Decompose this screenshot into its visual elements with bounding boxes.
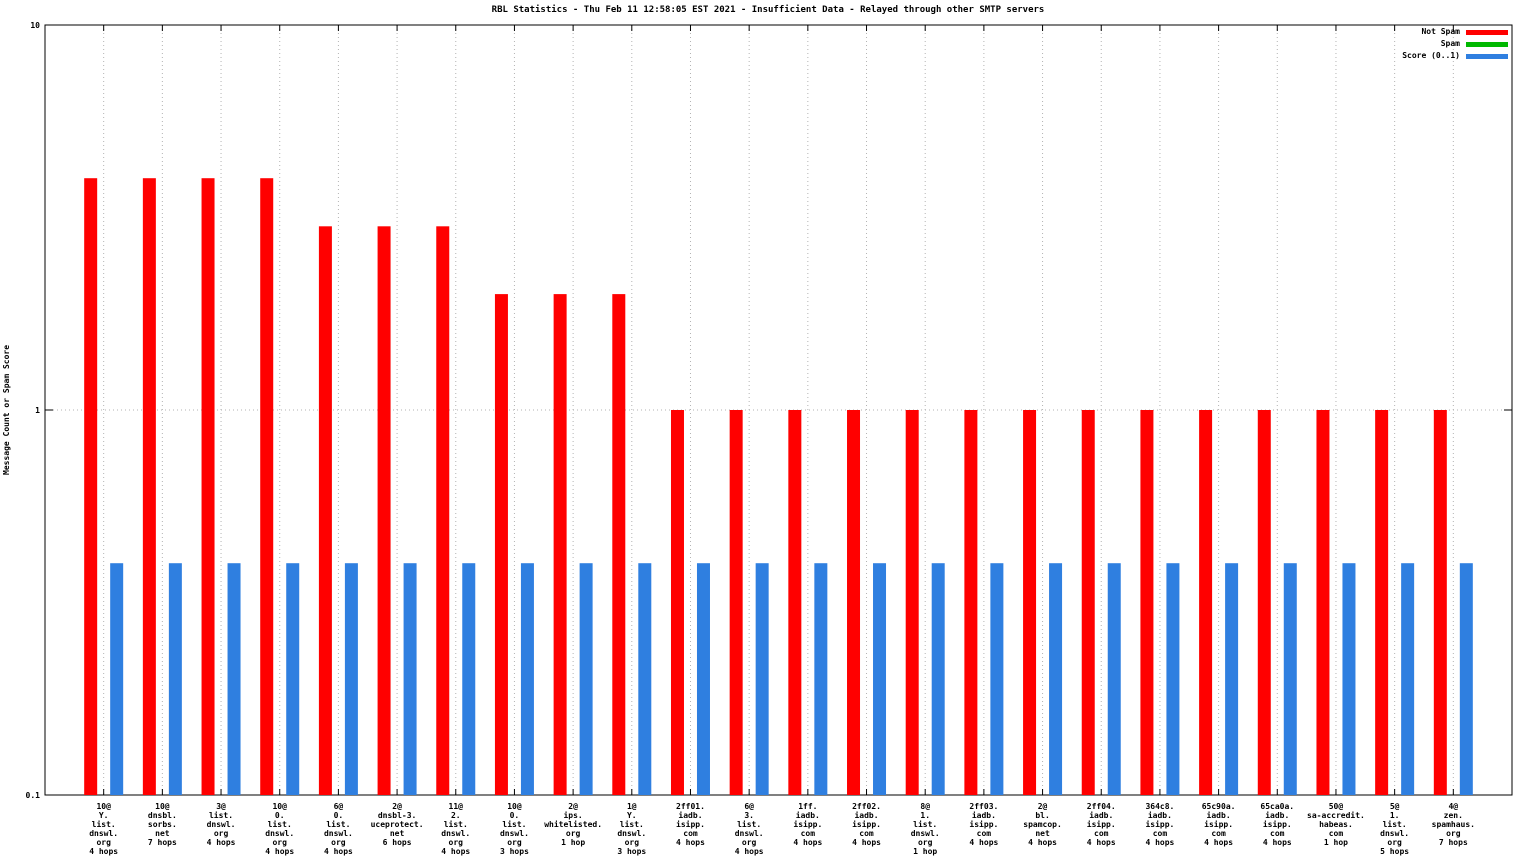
- bar-not-spam: [494, 294, 508, 795]
- bar-score-0-1: [286, 563, 300, 795]
- bar-score-0-1: [755, 563, 769, 795]
- bar-score-0-1: [1459, 563, 1473, 795]
- x-tick-label: 2ff03. iadb. isipp. com 4 hops: [969, 802, 998, 847]
- bar-not-spam: [729, 410, 743, 795]
- bar-score-0-1: [1049, 563, 1063, 795]
- y-tick-label: 1: [35, 406, 40, 415]
- legend-item: Spam: [1402, 39, 1508, 49]
- legend-swatch: [1466, 41, 1508, 47]
- y-tick-label: 0.1: [26, 791, 41, 800]
- bar-not-spam: [436, 226, 450, 795]
- legend-swatch: [1466, 29, 1508, 35]
- bar-not-spam: [1316, 410, 1330, 795]
- bar-not-spam: [553, 294, 567, 795]
- bar-not-spam: [1433, 410, 1447, 795]
- bar-score-0-1: [638, 563, 652, 795]
- bar-score-0-1: [520, 563, 534, 795]
- bar-not-spam: [905, 410, 919, 795]
- bar-not-spam: [788, 410, 802, 795]
- x-tick-label: 2ff01. iadb. isipp. com 4 hops: [676, 802, 705, 847]
- bar-not-spam: [1081, 410, 1095, 795]
- bar-not-spam: [1140, 410, 1154, 795]
- bar-not-spam: [142, 178, 156, 795]
- y-axis-label: Message Count or Spam Score: [2, 344, 11, 476]
- y-tick-label: 10: [30, 21, 40, 30]
- bar-score-0-1: [462, 563, 476, 795]
- x-tick-label: 50@ sa-accredit. habeas. com 1 hop: [1307, 802, 1365, 847]
- x-tick-label: 10@ 0. list. dnswl. org 4 hops: [265, 802, 294, 856]
- bar-score-0-1: [1342, 563, 1356, 795]
- bar-not-spam: [964, 410, 978, 795]
- bar-not-spam: [847, 410, 861, 795]
- x-tick-label: 1ff. iadb. isipp. com 4 hops: [793, 802, 822, 847]
- x-tick-label: 11@ 2. list. dnswl. org 4 hops: [441, 802, 470, 856]
- bar-not-spam: [84, 178, 98, 795]
- bar-score-0-1: [1401, 563, 1415, 795]
- x-tick-label: 2@ bl. spamcop. net 4 hops: [1023, 802, 1062, 847]
- x-tick-label: 6@ 0. list. dnswl. org 4 hops: [324, 802, 353, 856]
- bar-not-spam: [1257, 410, 1271, 795]
- bar-not-spam: [201, 178, 215, 795]
- bar-not-spam: [670, 410, 684, 795]
- bar-score-0-1: [814, 563, 828, 795]
- x-tick-label: 2@ ips. whitelisted. org 1 hop: [544, 802, 602, 847]
- x-tick-label: 2@ dnsbl-3. uceprotect. net 6 hops: [371, 802, 424, 847]
- x-tick-label: 3@ list. dnswl. org 4 hops: [207, 802, 236, 847]
- bar-not-spam: [1375, 410, 1389, 795]
- plot-border: [44, 24, 1513, 796]
- bar-score-0-1: [990, 563, 1004, 795]
- x-tick-label: 2ff02. iadb. isipp. com 4 hops: [852, 802, 881, 847]
- x-tick-label: 2ff04. iadb. isipp. com 4 hops: [1087, 802, 1116, 847]
- bar-score-0-1: [344, 563, 358, 795]
- bar-score-0-1: [1225, 563, 1239, 795]
- bar-score-0-1: [110, 563, 124, 795]
- chart-title: RBL Statistics - Thu Feb 11 12:58:05 EST…: [491, 5, 1045, 15]
- bar-not-spam: [1199, 410, 1213, 795]
- bar-score-0-1: [1283, 563, 1297, 795]
- x-tick-label: 364c8. iadb. isipp. com 4 hops: [1145, 802, 1174, 847]
- x-tick-label: 65ca0a. iadb. isipp. com 4 hops: [1260, 802, 1294, 847]
- bar-not-spam: [1023, 410, 1037, 795]
- x-tick-label: 10@ 0. list. dnswl. org 3 hops: [500, 802, 529, 856]
- legend-label: Not Spam: [1421, 27, 1460, 36]
- bar-not-spam: [260, 178, 274, 795]
- bar-score-0-1: [1107, 563, 1121, 795]
- bar-score-0-1: [1166, 563, 1180, 795]
- x-tick-label: 6@ 3. list. dnswl. org 4 hops: [735, 802, 764, 856]
- x-tick-label: 5@ 1. list. dnswl. org 5 hops: [1380, 802, 1409, 856]
- x-tick-label: 10@ dnsbl. sorbs. net 7 hops: [148, 802, 177, 847]
- legend-swatch: [1466, 53, 1508, 59]
- bar-score-0-1: [168, 563, 182, 795]
- legend-item: Not Spam: [1402, 27, 1508, 37]
- legend-item: Score (0..1): [1402, 51, 1508, 61]
- bar-not-spam: [612, 294, 626, 795]
- bar-score-0-1: [873, 563, 887, 795]
- legend-label: Score (0..1): [1402, 51, 1460, 60]
- bar-score-0-1: [696, 563, 710, 795]
- legend: Not Spam Spam Score (0..1): [1402, 27, 1508, 61]
- bar-not-spam: [318, 226, 332, 795]
- x-tick-label: 65c90a. iadb. isipp. com 4 hops: [1202, 802, 1236, 847]
- x-tick-label: 1@ Y. list. dnswl. org 3 hops: [617, 802, 646, 856]
- bar-score-0-1: [403, 563, 417, 795]
- x-tick-label: 8@ 1. list. dnswl. org 1 hop: [911, 802, 940, 856]
- bar-score-0-1: [579, 563, 593, 795]
- x-tick-label: 10@ Y. list. dnswl. org 4 hops: [89, 802, 118, 856]
- bar-score-0-1: [227, 563, 241, 795]
- bar-score-0-1: [931, 563, 945, 795]
- legend-label: Spam: [1440, 39, 1460, 48]
- bar-not-spam: [377, 226, 391, 795]
- x-tick-label: 4@ zen. spamhaus. org 7 hops: [1432, 802, 1475, 847]
